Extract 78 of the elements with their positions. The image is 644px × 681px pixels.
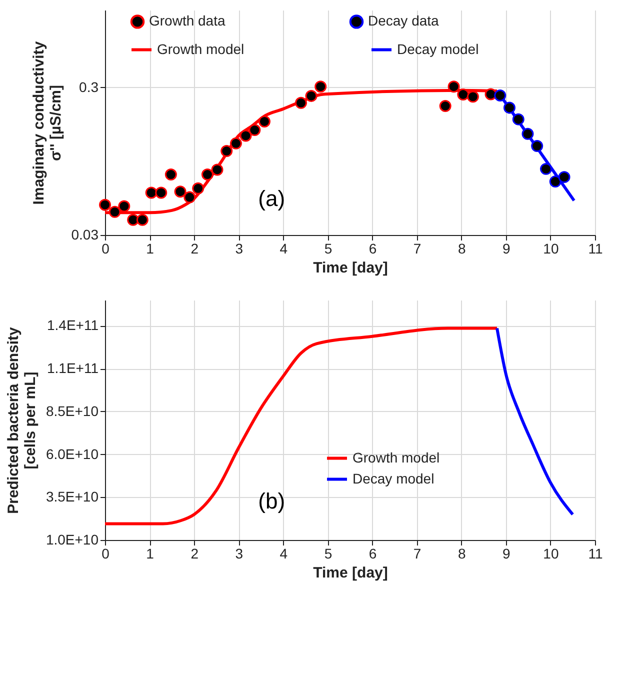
point (201, 168, 214, 180)
point (522, 128, 534, 140)
x-axis-title: Time [day] (313, 564, 388, 582)
x-tick-label: 7 (413, 240, 422, 256)
x-tick-label: 7 (413, 546, 422, 562)
y-tick-label: 8.5E+10 (46, 402, 99, 419)
x-tick-label: 11 (588, 546, 603, 562)
x-tick-label: 6 (368, 546, 377, 562)
x-tick-label: 9 (502, 240, 511, 256)
y-tick-label: 0.03 (71, 226, 99, 242)
y-tick-label: 3.5E+10 (46, 488, 99, 505)
point (164, 168, 177, 180)
x-tick-label: 1 (146, 546, 154, 562)
point (558, 171, 570, 184)
point (540, 162, 552, 175)
line-series (496, 326, 574, 516)
x-tick-label: 3 (235, 240, 244, 256)
point (118, 200, 130, 212)
point (457, 88, 470, 100)
x-tick-label: 10 (543, 546, 559, 562)
point (549, 176, 562, 188)
y-axis-title: Imaginary conductivity σ'' [µS/cm] (30, 40, 64, 205)
point (192, 182, 204, 194)
point (240, 130, 252, 142)
point (184, 191, 196, 204)
x-tick-label: 5 (324, 240, 332, 256)
point (466, 90, 479, 103)
x-tick-label: 10 (543, 240, 559, 256)
point (211, 164, 224, 176)
y-axis-title: Predicted bacteria density [cells per mL] (4, 326, 39, 514)
x-axis-title: Time [day] (313, 260, 388, 276)
annotation: (a) (258, 186, 286, 211)
point (439, 100, 452, 112)
legend-label: Decay data (368, 12, 440, 29)
point (155, 186, 168, 199)
point (108, 206, 121, 218)
point (258, 115, 270, 128)
point (220, 145, 233, 158)
point (295, 96, 307, 109)
x-tick-label: 6 (368, 240, 377, 256)
point (230, 137, 242, 150)
point (448, 80, 460, 93)
legend-label: Growth data (149, 12, 226, 29)
point (512, 113, 524, 126)
legend-label: Decay model (397, 40, 479, 57)
annotation: (b) (258, 488, 286, 514)
point (531, 140, 544, 152)
x-tick-label: 11 (588, 240, 603, 256)
legend-label: Growth model (157, 40, 244, 57)
x-tick-label: 5 (324, 546, 332, 562)
y-tick-label: 6.0E+10 (46, 446, 99, 462)
y-tick-label: 1.4E+11 (46, 317, 99, 334)
x-tick-label: 8 (458, 240, 466, 256)
point (305, 90, 318, 102)
x-tick-label: 8 (458, 546, 466, 562)
line-series (104, 326, 498, 526)
point (136, 214, 148, 226)
point (145, 186, 158, 199)
point (314, 80, 327, 93)
point (248, 124, 261, 136)
x-tick-label: 9 (502, 546, 511, 562)
point (503, 102, 516, 114)
x-tick-label: 2 (190, 240, 199, 256)
x-tick-label: 4 (280, 546, 288, 562)
x-tick-label: 0 (102, 240, 110, 256)
x-tick-label: 3 (235, 546, 244, 562)
x-tick-label: 1 (146, 240, 154, 256)
point (494, 89, 506, 102)
x-tick-label: 2 (190, 546, 199, 562)
y-tick-label: 1.1E+11 (46, 360, 99, 376)
legend-label: Decay model (352, 470, 434, 486)
y-tick-label: 1.0E+10 (46, 532, 99, 548)
x-tick-label: 0 (102, 546, 110, 562)
legend-label: Growth model (352, 449, 440, 466)
x-tick-label: 4 (280, 240, 288, 256)
point (99, 198, 111, 211)
y-tick-label: 0.3 (79, 78, 99, 95)
point (174, 186, 186, 198)
